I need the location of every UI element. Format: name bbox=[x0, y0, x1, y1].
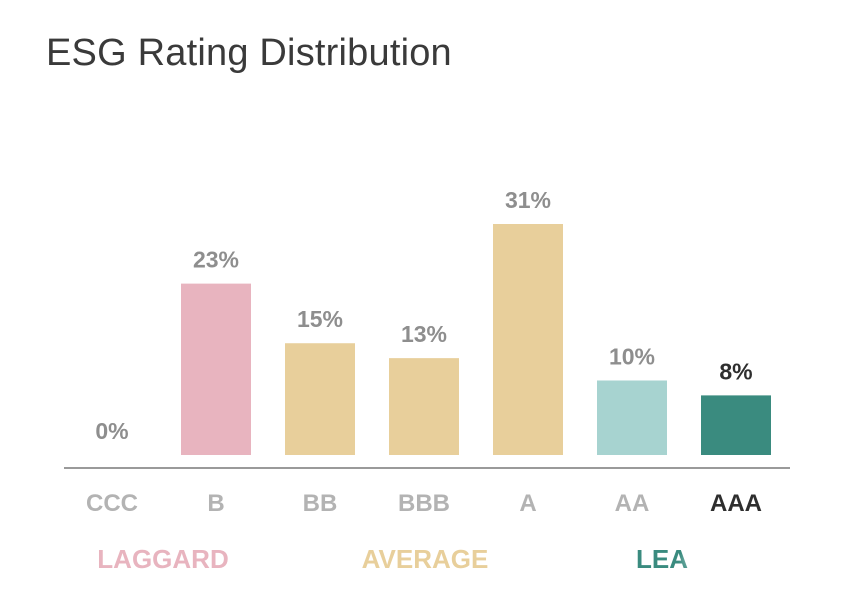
category-label-bbb: BBB bbox=[398, 490, 450, 517]
label-fade-overlay bbox=[678, 542, 746, 578]
group-label-average: AVERAGE bbox=[362, 544, 489, 574]
chart-title: ESG Rating Distribution bbox=[46, 32, 452, 74]
bar-b bbox=[181, 283, 251, 455]
value-label-bb: 15% bbox=[297, 306, 343, 332]
value-label-ccc: 0% bbox=[95, 418, 128, 444]
value-labels-layer: 0% 23% 15% 13% 31% 10% 8% bbox=[95, 187, 752, 444]
value-label-aa: 10% bbox=[609, 343, 655, 369]
category-label-bb: BB bbox=[303, 490, 338, 517]
bar-bbb bbox=[389, 358, 459, 455]
group-labels-layer: LAGGARD AVERAGE LEA bbox=[97, 542, 746, 578]
bar-bb bbox=[285, 343, 355, 455]
category-label-a: A bbox=[519, 490, 536, 517]
bar-aa bbox=[597, 380, 667, 455]
category-label-b: B bbox=[207, 490, 224, 517]
value-label-b: 23% bbox=[193, 247, 239, 273]
bar-a bbox=[493, 224, 563, 455]
value-label-a: 31% bbox=[505, 187, 551, 213]
bars-layer bbox=[181, 224, 771, 455]
group-label-laggard: LAGGARD bbox=[97, 544, 228, 574]
value-label-bbb: 13% bbox=[401, 321, 447, 347]
category-label-aaa: AAA bbox=[710, 490, 762, 517]
bar-aaa bbox=[701, 395, 771, 455]
category-label-ccc: CCC bbox=[86, 490, 138, 517]
category-label-aa: AA bbox=[615, 490, 650, 517]
category-labels-layer: CCC B BB BBB A AA AAA bbox=[86, 490, 762, 517]
value-label-aaa: 8% bbox=[719, 358, 752, 384]
